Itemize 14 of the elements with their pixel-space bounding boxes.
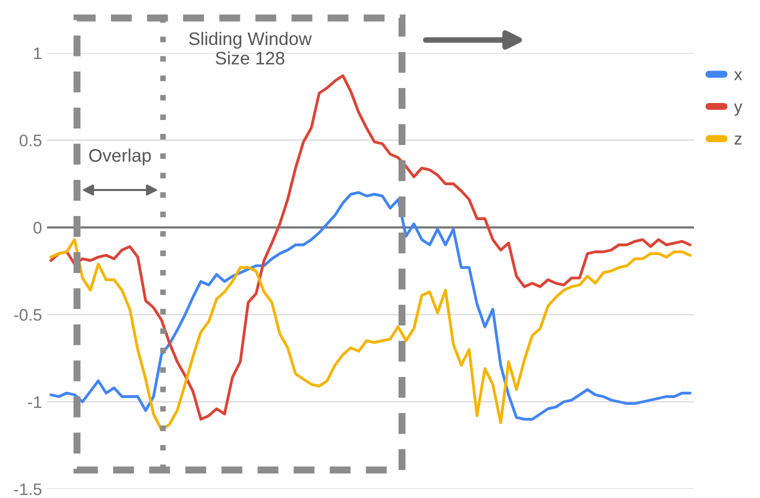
legend-label: z [734, 136, 742, 144]
y-tick-label: 0.5 [20, 134, 42, 146]
line-series [50, 191, 692, 421]
line-series [50, 238, 692, 432]
y-tick-label: -1 [28, 396, 42, 408]
y-tick-label: 1 [34, 48, 42, 60]
annotation: Sliding Window Size 128 [189, 32, 312, 65]
y-tick-label: 0 [34, 222, 42, 234]
legend-label: x [734, 71, 742, 80]
y-tick-label: -1.5 [14, 484, 42, 496]
legend-label: y [734, 103, 742, 116]
annotation: Overlap [89, 148, 151, 166]
line-series [50, 74, 692, 421]
y-tick-label: -0.5 [14, 309, 42, 321]
